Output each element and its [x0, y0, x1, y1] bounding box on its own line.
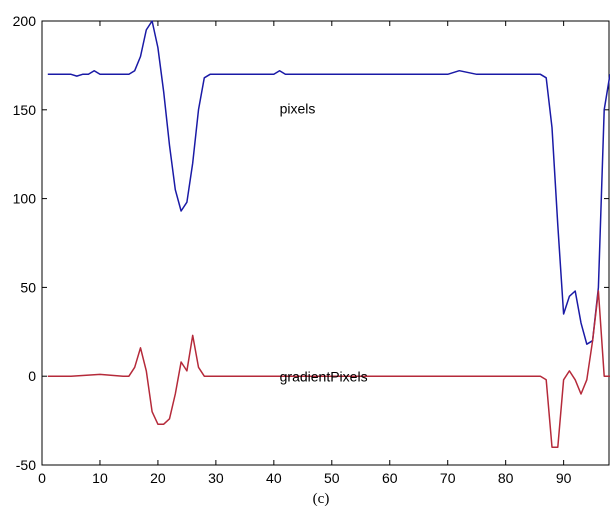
x-tick-label: 90 — [556, 470, 572, 486]
x-tick-label: 10 — [92, 470, 108, 486]
x-tick-label: 20 — [150, 470, 166, 486]
y-tick-label: 0 — [28, 368, 36, 384]
x-tick-label: 70 — [440, 470, 456, 486]
annotation-gradientPixels: gradientPixels — [280, 369, 368, 385]
annotation-pixels: pixels — [280, 100, 316, 116]
series-line-pixels — [47, 20, 610, 345]
series-line-gradientPixels — [47, 290, 610, 448]
y-tick-label: -50 — [16, 457, 36, 473]
x-tick-label: 50 — [324, 470, 340, 486]
x-tick-label: 0 — [38, 470, 46, 486]
plot-area: 0 10 20 30 40 50 60 70 80 90-50050100150200pixels… — [13, 13, 610, 486]
y-tick-label: 50 — [20, 279, 36, 295]
x-tick-label: 80 — [498, 470, 514, 486]
y-tick-label: 150 — [13, 102, 37, 118]
y-tick-label: 200 — [13, 13, 37, 29]
x-tick-label: 30 — [208, 470, 224, 486]
plot-frame — [41, 20, 610, 466]
x-tick-label: 40 — [266, 470, 282, 486]
y-tick-label: 100 — [13, 191, 37, 207]
chart-caption: (c) — [313, 491, 330, 507]
x-tick-label: 60 — [382, 470, 398, 486]
